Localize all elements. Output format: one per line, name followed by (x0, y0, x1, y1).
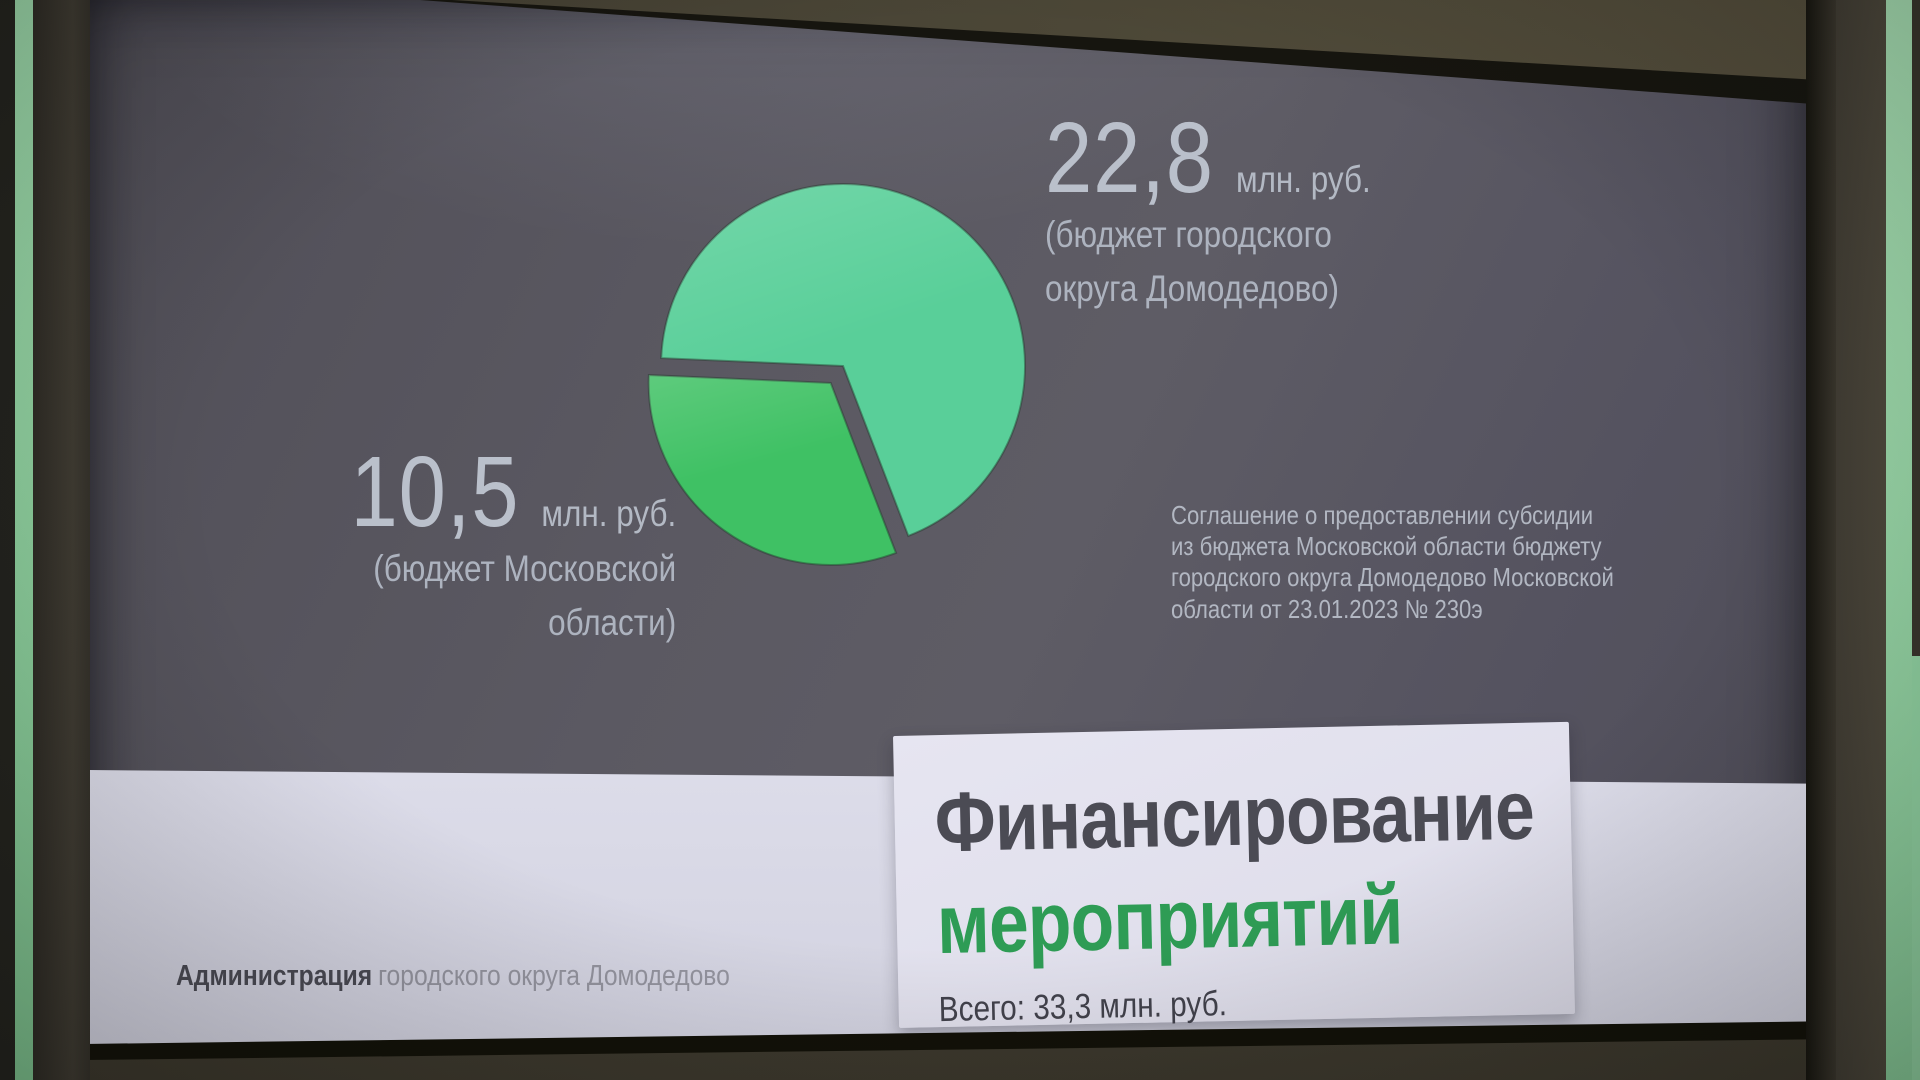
agreement-line-2: из бюджета Московской области бюджету (1171, 531, 1602, 562)
small-slice-value: 10,5 (350, 436, 520, 548)
large-slice-caption-line1: (бюджет городского (1045, 214, 1332, 255)
agreement-line-4: области от 23.01.2023 № 230э (1171, 593, 1483, 624)
agreement-line-3: городского округа Домодедово Московской (1171, 562, 1614, 593)
bezel-left (33, 0, 90, 1080)
small-slice-caption-line1: (бюджет Московской (373, 548, 676, 589)
pie-slice-sheen-0 (661, 184, 1026, 536)
frame-left-edge (0, 0, 15, 1080)
small-slice-value-row: 10,5 млн. руб. (350, 442, 676, 542)
pie-label-small-slice: 10,5 млн. руб. (бюджет Московской област… (350, 442, 676, 649)
small-slice-caption-line2: области) (547, 601, 676, 643)
bezel-right-shadow (1806, 0, 1836, 1080)
title-card: Финансирование мероприятий Всего: 33,3 м… (893, 721, 1575, 1029)
slide-footer: Администрация городского округа Домодедов… (176, 960, 730, 993)
screen: 22,8 млн. руб. (бюджет городского округа… (88, 0, 1810, 1080)
pie-label-large-slice: 22,8 млн. руб. (бюджет городского округа… (1045, 108, 1371, 315)
card-title-line1: Финансирование (933, 762, 1535, 870)
card-title-line2: мероприятий (935, 867, 1404, 972)
large-slice-value: 22,8 (1045, 102, 1214, 214)
frame-green-fill-right (1912, 656, 1920, 1080)
footer-org-rest: городского округа Домодедово (378, 960, 730, 992)
large-slice-caption-line2: округа Домодедово) (1045, 267, 1340, 309)
frame-green-stripe-right (1886, 0, 1912, 1080)
large-slice-unit: млн. руб. (1235, 159, 1371, 200)
agreement-note: Соглашение о предоставлении субсидии из … (1171, 500, 1614, 625)
frame-right-corner (1912, 0, 1920, 660)
footer-org-bold: Администрация (176, 960, 373, 992)
agreement-line-1: Соглашение о предоставлении субсидии (1171, 500, 1594, 530)
card-title: Финансирование мероприятий (933, 760, 1535, 976)
pie-slice-sheen-1 (648, 375, 896, 566)
bezel-right (1836, 0, 1886, 1080)
frame-green-stripe-left (15, 0, 33, 1080)
small-slice-unit: млн. руб. (541, 493, 676, 534)
pie-chart (647, 183, 1026, 567)
large-slice-value-row: 22,8 млн. руб. (1045, 108, 1371, 208)
